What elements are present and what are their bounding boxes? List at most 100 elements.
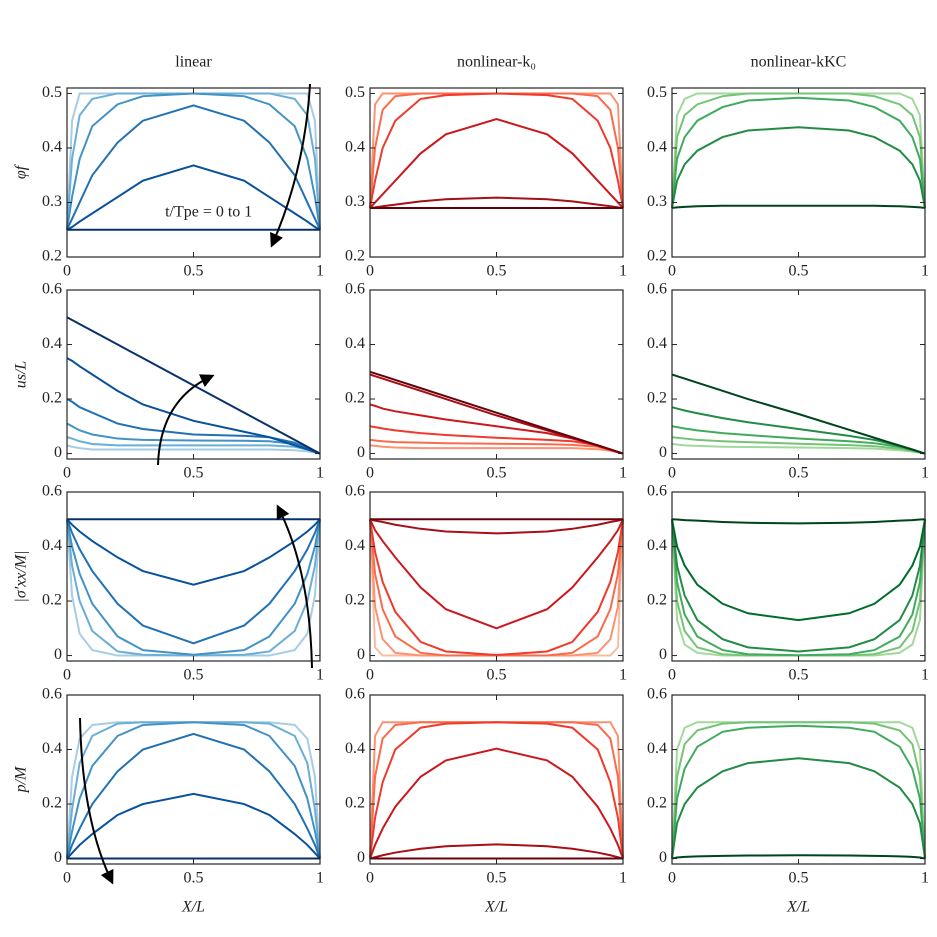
y-tick-label: 0.2: [647, 390, 667, 407]
curve: [369, 747, 624, 859]
x-tick-label: 1: [921, 870, 929, 887]
y-tick-label: 0.2: [345, 248, 365, 265]
x-tick-label: 1: [619, 870, 627, 887]
y-tick-label: 0: [54, 444, 62, 461]
y-tick-label: 0: [357, 646, 365, 663]
x-tick-label: 1: [619, 263, 627, 280]
x-tick-label: 0: [668, 263, 676, 280]
x-tick-label: 0.5: [789, 465, 809, 482]
curve: [369, 519, 624, 657]
curve: [671, 854, 926, 860]
curve: [671, 519, 926, 653]
curve: [369, 843, 624, 860]
y-tick-label: 0.3: [345, 193, 365, 210]
curve: [66, 519, 321, 656]
curve: [671, 518, 926, 525]
curve: [671, 92, 926, 208]
y-tick-label: 0.6: [647, 281, 667, 298]
curve: [671, 721, 926, 859]
x-tick-label: 0.5: [487, 667, 507, 684]
x-tick-label: 0: [668, 667, 676, 684]
y-tick-label: 0.4: [42, 139, 62, 156]
y-tick-label: 0.2: [345, 592, 365, 609]
curve: [369, 518, 624, 630]
x-tick-label: 0: [366, 263, 374, 280]
curve: [671, 757, 926, 859]
y-tick-label: 0.6: [42, 281, 62, 298]
y-tick-label: 0: [659, 849, 667, 866]
curve: [369, 519, 624, 657]
column-title: nonlinear-k₀: [457, 54, 536, 71]
x-tick-label: 1: [316, 667, 324, 684]
y-tick-label: 0.4: [345, 139, 365, 156]
x-tick-label: 0: [366, 667, 374, 684]
curve: [66, 518, 321, 586]
x-tick-label: 1: [619, 465, 627, 482]
axes-frame: [66, 694, 321, 865]
y-tick-label: 0.5: [647, 84, 667, 101]
curve: [369, 92, 624, 209]
x-tick-label: 1: [316, 870, 324, 887]
curve: [369, 518, 624, 535]
y-tick-label: 0.6: [345, 686, 365, 703]
y-tick-label: 0.6: [345, 281, 365, 298]
curve: [671, 373, 926, 455]
curve: [66, 721, 321, 859]
y-tick-label: 0: [54, 849, 62, 866]
axes-frame: [369, 491, 624, 662]
curve: [671, 519, 926, 657]
x-tick-label: 0.5: [487, 263, 507, 280]
y-tick-label: 0.2: [647, 592, 667, 609]
x-tick-label: 0: [63, 263, 71, 280]
y-axis-label: |σ′xx/M|: [13, 550, 30, 602]
y-tick-label: 0.2: [345, 795, 365, 812]
axes-frame: [369, 289, 624, 460]
x-tick-label: 0: [668, 465, 676, 482]
x-tick-label: 1: [316, 263, 324, 280]
x-axis-label: X/L: [786, 899, 810, 916]
x-tick-label: 1: [921, 667, 929, 684]
y-tick-label: 0.2: [42, 592, 62, 609]
curve: [369, 370, 624, 455]
y-tick-label: 0.2: [42, 795, 62, 812]
curve: [66, 92, 321, 230]
curve: [66, 104, 321, 231]
x-tick-label: 1: [921, 465, 929, 482]
annotation: t/Tpe = 0 to 1: [165, 204, 252, 221]
x-tick-label: 0.5: [184, 465, 204, 482]
y-tick-label: 0.4: [42, 740, 62, 757]
y-tick-label: 0.4: [345, 740, 365, 757]
column-title: nonlinear-kKC: [751, 54, 847, 71]
axes-frame: [671, 289, 926, 460]
curve: [369, 118, 624, 209]
axes-frame: [369, 694, 624, 865]
curve: [671, 126, 926, 209]
curve: [66, 732, 321, 859]
time-arrow: [276, 504, 313, 669]
y-tick-label: 0.4: [647, 537, 667, 554]
x-tick-label: 0: [63, 465, 71, 482]
y-axis-label: us/L: [13, 361, 30, 389]
curve: [369, 519, 624, 657]
y-tick-label: 0.4: [42, 537, 62, 554]
y-tick-label: 0: [659, 646, 667, 663]
curve: [66, 316, 321, 455]
curve: [671, 92, 926, 209]
curve: [671, 204, 926, 209]
y-tick-label: 0.6: [647, 686, 667, 703]
x-tick-label: 0: [63, 870, 71, 887]
curve: [369, 721, 624, 859]
y-tick-label: 0: [54, 646, 62, 663]
curve: [369, 519, 624, 657]
time-arrow: [79, 717, 114, 885]
x-tick-label: 0.5: [487, 465, 507, 482]
column-title: linear: [175, 54, 212, 71]
curve: [66, 518, 321, 645]
y-tick-label: 0.6: [42, 686, 62, 703]
axes-frame: [66, 87, 321, 258]
curve: [66, 721, 321, 859]
y-tick-label: 0.3: [647, 193, 667, 210]
x-tick-label: 0.5: [789, 263, 809, 280]
y-tick-label: 0: [659, 444, 667, 461]
